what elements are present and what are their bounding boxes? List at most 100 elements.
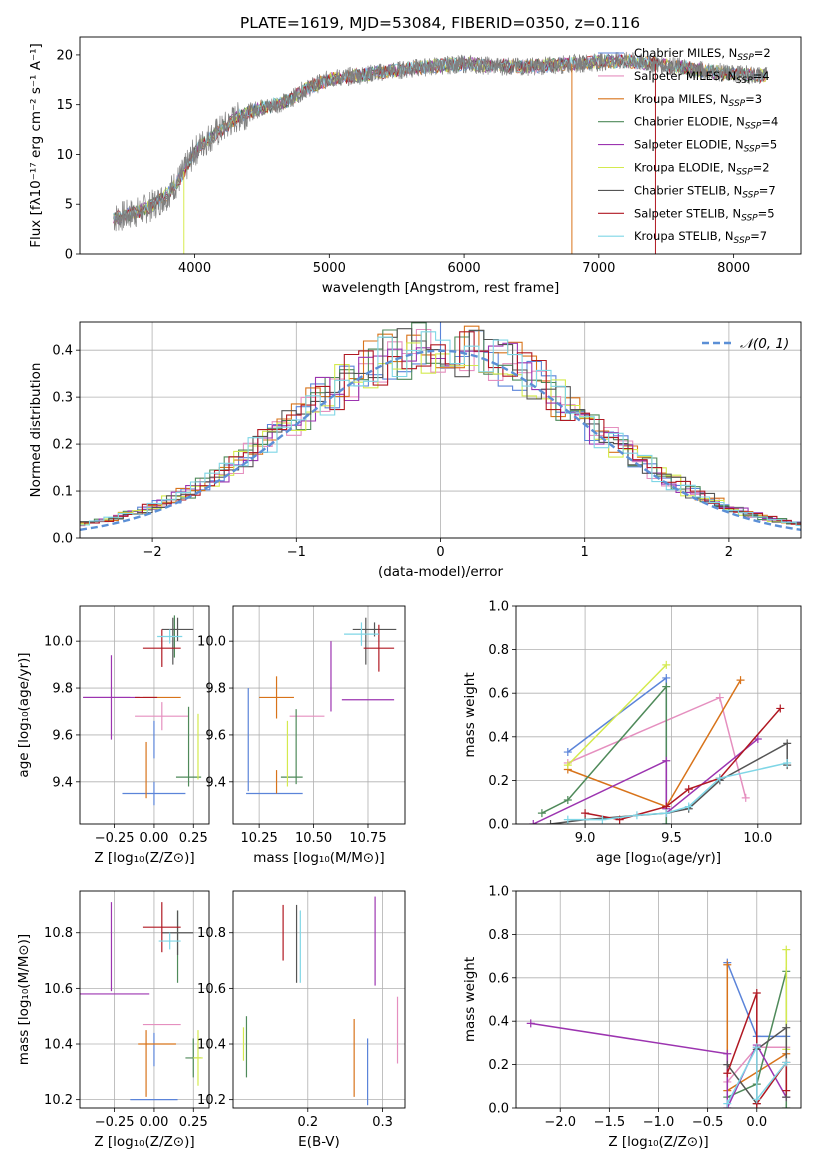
weight-point-marker [783,758,792,767]
weight-point-marker [723,1069,732,1078]
x-tick-label: −1.0 [643,1115,675,1130]
x-tick-label: 0.00 [139,1115,168,1130]
y-tick-label: 0.1 [52,485,73,500]
legend-entry: Chabrier MILES, NSSP=2 [598,46,771,63]
weight-point-marker [723,1049,732,1058]
x-axis-label: (data-model)/error [378,564,504,580]
weight-point-marker [563,761,572,770]
x-tick-label: 10.0 [743,831,772,846]
legend-entry: Salpeter MILES, NSSP=4 [598,69,770,86]
x-tick-label: 10.25 [241,831,278,846]
y-tick-label: 0.3 [52,391,73,406]
y-axis-label: Flux [fλ10⁻¹⁷ erg cm⁻² s⁻¹ A⁻¹] [28,43,44,248]
weight-point-marker [529,820,538,824]
legend-label: 𝒩(0, 1) [740,336,789,352]
weight-point-marker [632,811,641,820]
x-tick-label: 9.5 [661,831,682,846]
weight-point-marker [684,785,693,794]
panel-mass-age: 10.25 10.50 10.75 9.4 9.6 9.8 10.0 mass [log₁₀(… [197,605,406,866]
weight-point-marker [752,1043,761,1052]
x-tick-label: −2 [143,545,162,560]
y-tick-label: 10.4 [44,1038,73,1053]
weight-point-marker [782,1058,791,1067]
x-tick-label: 0.25 [179,831,208,846]
plot-area-mass-age [246,617,397,795]
panel-spectrum: 4000 5000 6000 7000 8000 0 5 10 15 20 wavelength [… [28,36,802,296]
weight-point-marker [752,988,761,997]
y-tick-label: 20 [56,48,73,63]
x-tick-label: 0.3 [372,1115,393,1130]
panel-z-mass: −0.25 0.00 0.25 10.2 10.4 10.6 10.8 Z [log₁₀(Z/… [16,890,210,1150]
weight-point-marker [782,945,791,954]
weight-point-marker [598,815,607,824]
error-bar-point [135,702,189,731]
weight-series-line [530,1022,787,1108]
error-bar-point [161,910,194,955]
error-bar-point [344,622,379,646]
y-axis-label: Normed distribution [28,363,44,498]
x-tick-label: 1 [581,545,589,560]
weight-point-marker [783,739,792,748]
y-tick-label: 10.6 [44,982,73,997]
x-tick-label: −1.5 [594,1115,626,1130]
axes-frame [515,605,802,825]
x-tick-label: 0.0 [746,1115,767,1130]
x-tick-label: 0.2 [297,1115,318,1130]
plot-area-residuals [80,322,801,531]
panel-z-weight: −2.0 −1.5 −1.0 −0.5 0.0 0.0 0.2 0.4 0.6 0.8 1.0 Z [… [462,885,802,1150]
x-tick-label: 0.25 [179,1115,208,1130]
y-tick-label: 0.2 [488,774,509,789]
x-axis-label: mass [log₁₀(M/M⊙)] [253,850,384,866]
weight-series-line [567,664,667,766]
y-tick-label: 10.6 [197,982,226,997]
legend-entry: Kroupa STELIB, NSSP=7 [598,229,767,246]
axes-frame [232,605,406,825]
weight-point-marker [662,673,671,682]
weight-series-line [567,696,747,798]
legend-entry: Salpeter ELODIE, NSSP=5 [598,138,777,155]
y-tick-label: 0.0 [488,818,509,833]
x-tick-label: 10.50 [295,831,332,846]
y-tick-label: 10.4 [197,1038,226,1053]
panel-z-age: −0.25 0.00 0.25 9.4 9.6 9.8 10.0 Z [log₁₀(Z/Z⊙)… [16,605,210,866]
weight-point-marker [546,820,555,824]
residual-histogram [80,331,801,526]
y-tick-label: 0.4 [488,1015,509,1030]
y-tick-label: 10.8 [44,926,73,941]
y-tick-label: 10.8 [197,926,226,941]
y-tick-label: 0.6 [488,687,509,702]
x-tick-label: 5000 [313,261,346,276]
weight-point-marker [662,756,671,765]
weight-point-marker [526,1019,535,1028]
weight-point-marker [753,734,762,743]
y-tick-label: 0.4 [488,730,509,745]
error-bar-point [157,629,183,644]
x-tick-label: −1 [287,545,306,560]
error-bar-point [193,1030,203,1086]
y-tick-label: 10.0 [44,635,73,650]
plot-area-age-weight [529,660,792,824]
y-tick-label: 10 [56,148,73,163]
weight-point-marker [662,809,671,818]
weight-point-marker [684,802,693,811]
x-tick-label: 0.00 [139,831,168,846]
x-axis-label: E(B-V) [298,1134,340,1150]
weight-series-line [541,684,668,824]
axes-frame [79,321,802,539]
panel-residuals: −2 −1 0 1 2 0.0 0.1 0.2 0.3 0.4 (data-model)/error… [28,321,802,580]
y-tick-label: 0.6 [488,971,509,986]
y-tick-label: 9.4 [52,775,73,790]
weight-point-marker [715,774,724,783]
weight-point-marker [563,796,572,805]
panel-ebv-mass: 0.2 0.3 10.2 10.4 10.6 10.8 E(B-V) [197,890,406,1150]
x-tick-label: −2.0 [544,1115,576,1130]
y-tick-label: 0.8 [488,928,509,943]
x-tick-label: 7000 [582,261,615,276]
weight-point-marker [563,748,572,757]
legend-entry: Kroupa ELODIE, NSSP=2 [598,161,770,178]
weight-point-marker [752,1095,761,1104]
weight-point-marker [776,704,785,713]
legend-entry: Salpeter STELIB, NSSP=5 [598,206,775,223]
legend-label: Chabrier MILES, NSSP=2 [634,46,771,63]
